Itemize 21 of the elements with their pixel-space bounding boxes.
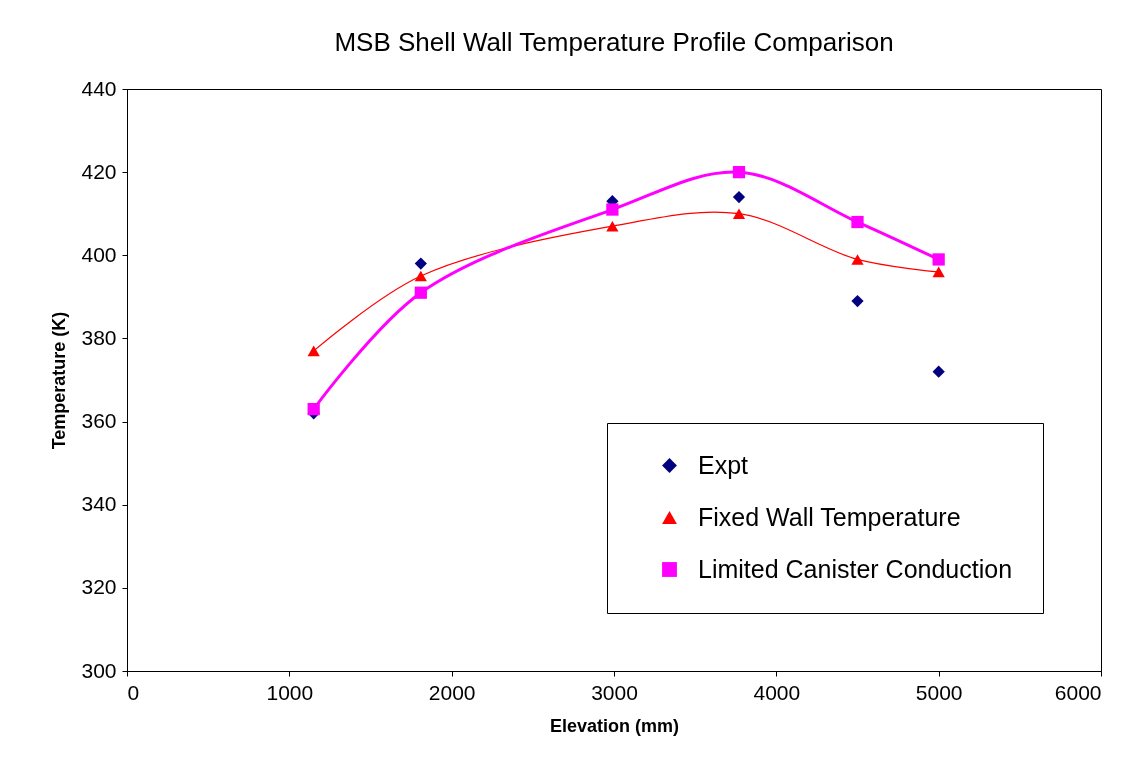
y-tick-label: 380	[81, 325, 117, 349]
x-tick-label: 1000	[266, 680, 314, 704]
x-tick-label: 3000	[591, 680, 638, 704]
x-tick-label: 0	[127, 680, 140, 704]
x-tick-label: 6000	[1054, 680, 1102, 704]
y-tick-label: 420	[81, 159, 117, 183]
y-tick-label: 440	[81, 76, 117, 100]
y-tick-label: 400	[81, 242, 117, 266]
x-tick-label: 4000	[753, 680, 801, 704]
chart-title: MSB Shell Wall Temperature Profile Comparison	[334, 27, 894, 57]
legend-label: Expt	[698, 450, 749, 479]
y-tick-label: 320	[81, 575, 117, 599]
legend-label: Fixed Wall Temperature	[698, 502, 961, 531]
y-tick-label: 300	[81, 658, 117, 682]
y-axis-title: Temperature (K)	[49, 311, 70, 450]
legend-label: Limited Canister Conduction	[698, 554, 1013, 583]
y-tick-label: 340	[81, 492, 117, 516]
x-axis-title: Elevation (mm)	[549, 715, 680, 736]
x-tick-label: 2000	[428, 680, 476, 704]
x-tick-label: 5000	[915, 680, 963, 704]
y-tick-label: 360	[81, 409, 117, 433]
